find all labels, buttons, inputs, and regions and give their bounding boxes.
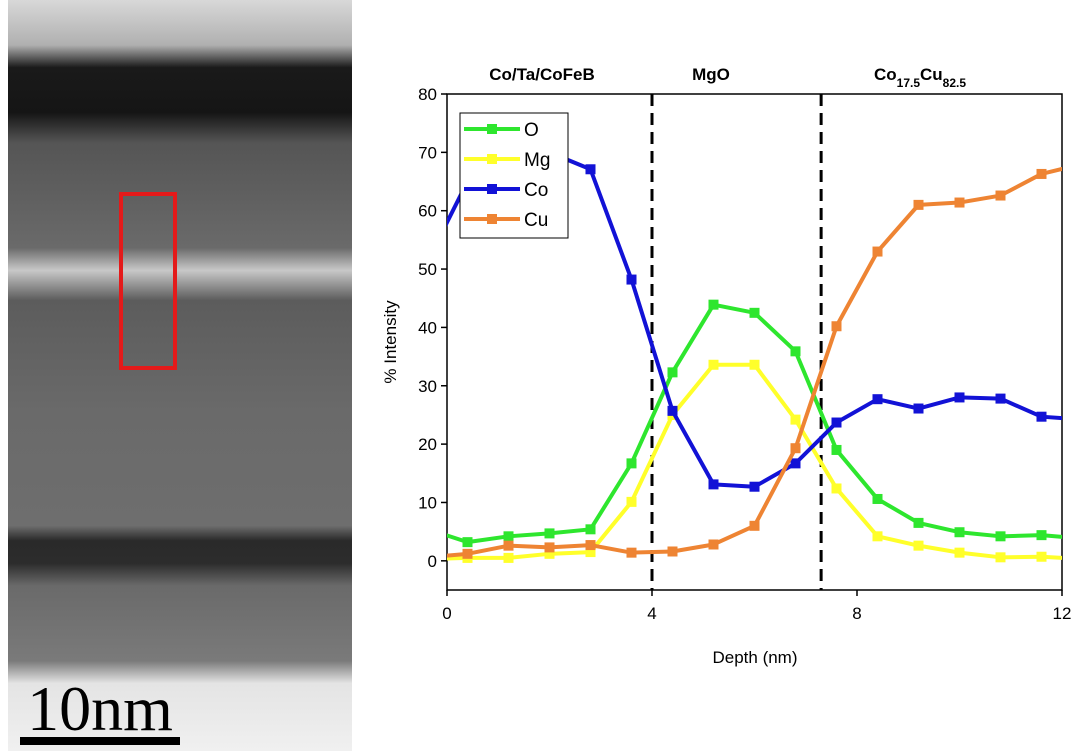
series-marker — [627, 548, 637, 558]
series-marker — [586, 524, 596, 534]
region-label-sub: 82.5 — [943, 76, 967, 90]
series-marker — [955, 198, 965, 208]
series-marker — [1037, 552, 1047, 562]
tem-background — [8, 0, 352, 751]
series-marker — [832, 321, 842, 331]
series-marker — [463, 549, 473, 559]
series-marker — [832, 418, 842, 428]
region-label-sub: 17.5 — [897, 76, 921, 90]
series-marker — [914, 404, 924, 414]
series-marker — [709, 479, 719, 489]
series-marker — [709, 539, 719, 549]
series-marker — [791, 443, 801, 453]
y-tick-label: 0 — [428, 552, 437, 571]
series-marker — [545, 542, 555, 552]
series-marker — [1037, 530, 1047, 540]
legend-marker — [487, 124, 497, 134]
series-marker — [545, 528, 555, 538]
legend-label: Co — [524, 180, 548, 201]
series-marker — [996, 552, 1006, 562]
region-label: Co/Ta/CoFeB — [489, 65, 594, 84]
series-marker — [914, 200, 924, 210]
series-marker — [791, 415, 801, 425]
legend-label: Mg — [524, 150, 550, 171]
legend-marker — [487, 184, 497, 194]
y-tick-label: 10 — [418, 493, 437, 512]
y-tick-label: 70 — [418, 143, 437, 162]
series-marker — [463, 537, 473, 547]
x-tick-label: 0 — [442, 604, 451, 623]
x-tick-label: 12 — [1053, 604, 1072, 623]
series-marker — [750, 308, 760, 318]
x-tick-label: 4 — [647, 604, 656, 623]
x-axis-label: Depth (nm) — [712, 648, 797, 667]
region-label: Co17.5Cu82.5 — [874, 65, 966, 90]
series-marker — [873, 247, 883, 257]
series-marker — [668, 367, 678, 377]
legend-label: O — [524, 120, 539, 141]
legend-marker — [487, 154, 497, 164]
x-tick-label: 8 — [852, 604, 861, 623]
series-marker — [873, 494, 883, 504]
series-marker — [832, 445, 842, 455]
region-label-part: Co — [874, 65, 897, 84]
series-marker — [627, 497, 637, 507]
series-marker — [996, 531, 1006, 541]
series-marker — [914, 541, 924, 551]
legend-label: Cu — [524, 210, 548, 231]
series-marker — [504, 541, 514, 551]
series-marker — [873, 531, 883, 541]
region-label-part: Cu — [920, 65, 943, 84]
series-marker — [955, 527, 965, 537]
legend-marker — [487, 214, 497, 224]
series-marker — [791, 346, 801, 356]
y-tick-label: 50 — [418, 260, 437, 279]
y-tick-label: 40 — [418, 318, 437, 337]
series-marker — [586, 540, 596, 550]
series-marker — [1037, 169, 1047, 179]
y-tick-label: 20 — [418, 435, 437, 454]
series-marker — [627, 275, 637, 285]
series-marker — [873, 394, 883, 404]
series-marker — [668, 546, 678, 556]
y-tick-label: 30 — [418, 377, 437, 396]
series-marker — [955, 548, 965, 558]
series-marker — [996, 191, 1006, 201]
series-marker — [504, 553, 514, 563]
series-marker — [914, 518, 924, 528]
series-marker — [586, 164, 596, 174]
series-marker — [627, 458, 637, 468]
series-marker — [709, 300, 719, 310]
scale-bar-label: 10nm — [27, 673, 173, 744]
series-marker — [750, 482, 760, 492]
y-tick-label: 60 — [418, 202, 437, 221]
legend: O Mg Co Cu — [460, 113, 568, 238]
series-line — [427, 305, 1075, 542]
y-tick-label: 80 — [418, 85, 437, 104]
series-marker — [422, 524, 432, 534]
y-axis-label: % Intensity — [381, 300, 400, 384]
series-marker — [1037, 412, 1047, 422]
series-marker — [709, 360, 719, 370]
series-marker — [955, 392, 965, 402]
series-marker — [750, 360, 760, 370]
series-marker — [668, 406, 678, 416]
series-marker — [504, 531, 514, 541]
region-label: MgO — [692, 65, 730, 84]
tem-image: 10nm — [8, 0, 352, 751]
series-marker — [750, 521, 760, 531]
series-marker — [832, 483, 842, 493]
series-marker — [996, 394, 1006, 404]
series-marker — [791, 458, 801, 468]
